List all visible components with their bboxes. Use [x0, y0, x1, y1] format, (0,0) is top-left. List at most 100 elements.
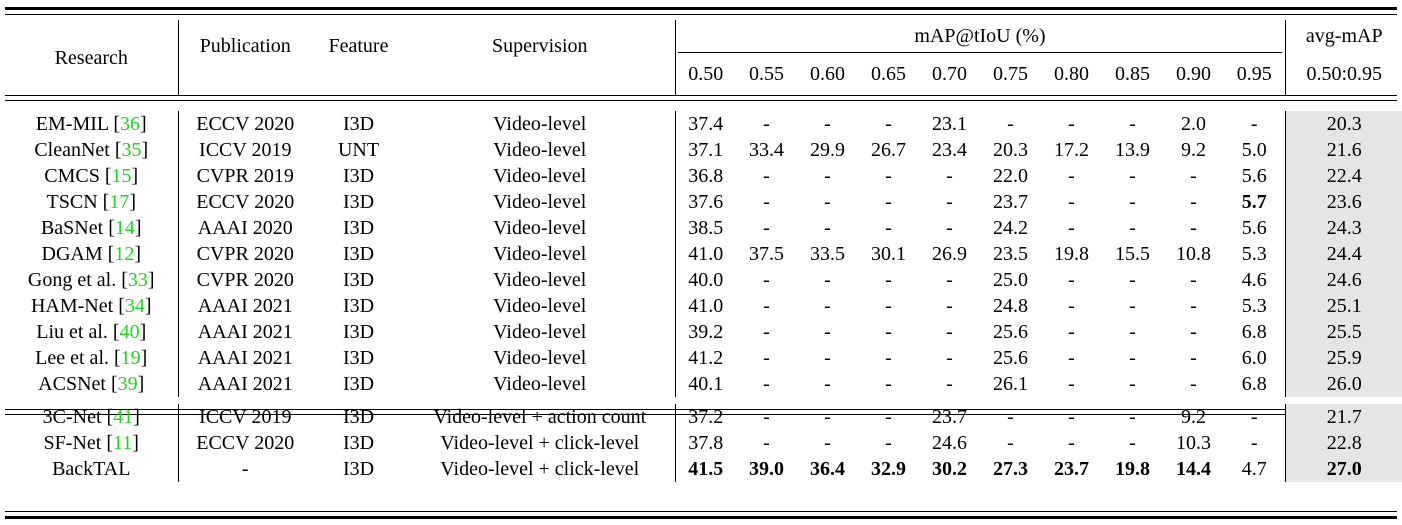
- map-value-cell: 41.0: [674, 293, 736, 319]
- map-value-cell: 22.0: [993, 165, 1028, 187]
- citation-link[interactable]: 14: [114, 217, 135, 239]
- map-value-cell: 20.3: [993, 139, 1028, 161]
- avg-map-cell: 24.6: [1284, 267, 1402, 293]
- map-value-cell: -: [824, 217, 831, 239]
- map-value-cell: 39.0: [749, 458, 784, 480]
- map-value-cell: -: [1068, 165, 1075, 187]
- map-value-cell: -: [763, 347, 770, 369]
- citation-link[interactable]: 41: [113, 406, 134, 428]
- citation-link[interactable]: 35: [121, 139, 142, 161]
- map-value-cell: 33.5: [810, 243, 845, 265]
- map-value-cell: -: [763, 321, 770, 343]
- map-value-cell: -: [946, 217, 953, 239]
- citation-link[interactable]: 33: [127, 269, 148, 291]
- method-cell: BackTAL: [5, 456, 178, 482]
- avg-map-cell: 20.3: [1284, 111, 1402, 137]
- feature-cell: I3D: [342, 321, 375, 343]
- map-value-cell: -: [1190, 373, 1197, 395]
- top-rule-inner: [5, 14, 1397, 15]
- map-value-cell: -: [824, 269, 831, 291]
- map-value-cell: -: [1068, 321, 1075, 343]
- map-value-cell: -: [946, 373, 953, 395]
- map-value-cell: 32.9: [871, 458, 906, 480]
- map-value-cell: -: [763, 373, 770, 395]
- header-row-2: Publication Feature Supervision 0.50 0.55…: [5, 36, 1402, 95]
- header-threshold: 0.50: [674, 52, 736, 95]
- map-value-cell: 5.6: [1241, 165, 1267, 187]
- map-value-cell: -: [1068, 269, 1075, 291]
- method-name: Lee et al.: [35, 347, 109, 369]
- map-value-cell: 4.6: [1241, 269, 1267, 291]
- citation-link[interactable]: 36: [120, 113, 141, 135]
- method-name: HAM-Net: [30, 295, 114, 317]
- map-value-cell: -: [763, 432, 770, 454]
- map-value-cell: -: [1129, 113, 1136, 135]
- supervision-cell: Video-level: [493, 295, 587, 317]
- citation-link[interactable]: 19: [120, 347, 141, 369]
- map-value-cell: -: [1129, 406, 1136, 428]
- table-row: Gong et al. [33] CVPR 2020 I3D Video-level 4…: [5, 267, 1402, 293]
- map-value-cell: 6.8: [1241, 373, 1267, 395]
- map-value-cell: -: [824, 432, 831, 454]
- map-value-cell: 27.3: [993, 458, 1028, 480]
- supervision-cell: Video-level: [493, 373, 587, 395]
- citation-link[interactable]: 40: [119, 321, 140, 343]
- map-value-cell: -: [946, 347, 953, 369]
- method-cell: TSCN [17]: [46, 191, 136, 213]
- method-name: BaSNet: [40, 217, 104, 239]
- publication-cell: -: [177, 456, 312, 482]
- table-row: DGAM [12] CVPR 2020 I3D Video-level 41.0 37.5…: [5, 241, 1402, 267]
- map-value-cell: -: [1190, 191, 1197, 213]
- map-value-cell: -: [885, 295, 892, 317]
- avg-map-cell: 25.5: [1284, 319, 1402, 345]
- citation-link[interactable]: 11: [113, 432, 133, 454]
- method-name: SF-Net: [43, 432, 102, 454]
- feature-cell: I3D: [342, 295, 375, 317]
- map-value-cell: -: [1190, 165, 1197, 187]
- map-value-cell: -: [885, 191, 892, 213]
- feature-cell: I3D: [342, 406, 375, 428]
- header-avg: avg-mAP: [1284, 20, 1402, 52]
- feature-cell: I3D: [342, 458, 375, 480]
- citation-link[interactable]: 12: [114, 243, 135, 265]
- map-value-cell: -: [824, 191, 831, 213]
- method-name: EM-MIL: [35, 113, 109, 135]
- citation-link[interactable]: 39: [117, 373, 138, 395]
- header-threshold: 0.90: [1176, 62, 1211, 85]
- map-value-cell: -: [1007, 113, 1014, 135]
- map-value-cell: -: [1190, 295, 1197, 317]
- map-value-cell: -: [1068, 217, 1075, 239]
- method-cell: CleanNet [35]: [34, 139, 149, 161]
- map-value-cell: 37.6: [674, 189, 736, 215]
- map-value-cell: 9.2: [1181, 139, 1206, 161]
- map-value-cell: -: [763, 165, 770, 187]
- method-cell: SF-Net [11]: [43, 432, 139, 454]
- feature-cell: UNT: [337, 139, 380, 161]
- supervision-cell: Video-level + click-level: [440, 458, 640, 480]
- table-row: EM-MIL [36] ECCV 2020 I3D Video-level 37.4 - -…: [5, 111, 1402, 137]
- citation-link[interactable]: 34: [124, 295, 145, 317]
- map-value-cell: -: [885, 373, 892, 395]
- map-value-cell: -: [885, 217, 892, 239]
- publication-cell: ECCV 2020: [177, 189, 312, 215]
- publication-cell: CVPR 2020: [177, 267, 312, 293]
- supervision-cell: Video-level: [493, 113, 587, 135]
- map-value-cell: 5.3: [1241, 295, 1267, 317]
- citation-link[interactable]: 17: [109, 191, 130, 213]
- map-value-cell: -: [885, 321, 892, 343]
- map-value-cell: 38.5: [674, 215, 736, 241]
- map-value-cell: 37.8: [674, 430, 736, 456]
- citation-link[interactable]: 15: [111, 165, 132, 187]
- map-value-cell: -: [1068, 191, 1075, 213]
- map-value-cell: 40.0: [674, 267, 736, 293]
- map-value-cell: -: [1190, 269, 1197, 291]
- map-value-cell: 26.1: [993, 373, 1028, 395]
- feature-cell: I3D: [342, 269, 375, 291]
- map-value-cell: -: [1007, 432, 1014, 454]
- map-value-cell: 23.7: [932, 406, 967, 428]
- map-value-cell: 19.8: [1054, 243, 1089, 265]
- header-map-group: mAP@tIoU (%): [674, 20, 1285, 52]
- table-row: TSCN [17] ECCV 2020 I3D Video-level 37.6 - - - -…: [5, 189, 1402, 215]
- map-value-cell: 24.8: [993, 295, 1028, 317]
- table-row: CMCS [15] CVPR 2019 I3D Video-level 36.8 - - - -…: [5, 163, 1402, 189]
